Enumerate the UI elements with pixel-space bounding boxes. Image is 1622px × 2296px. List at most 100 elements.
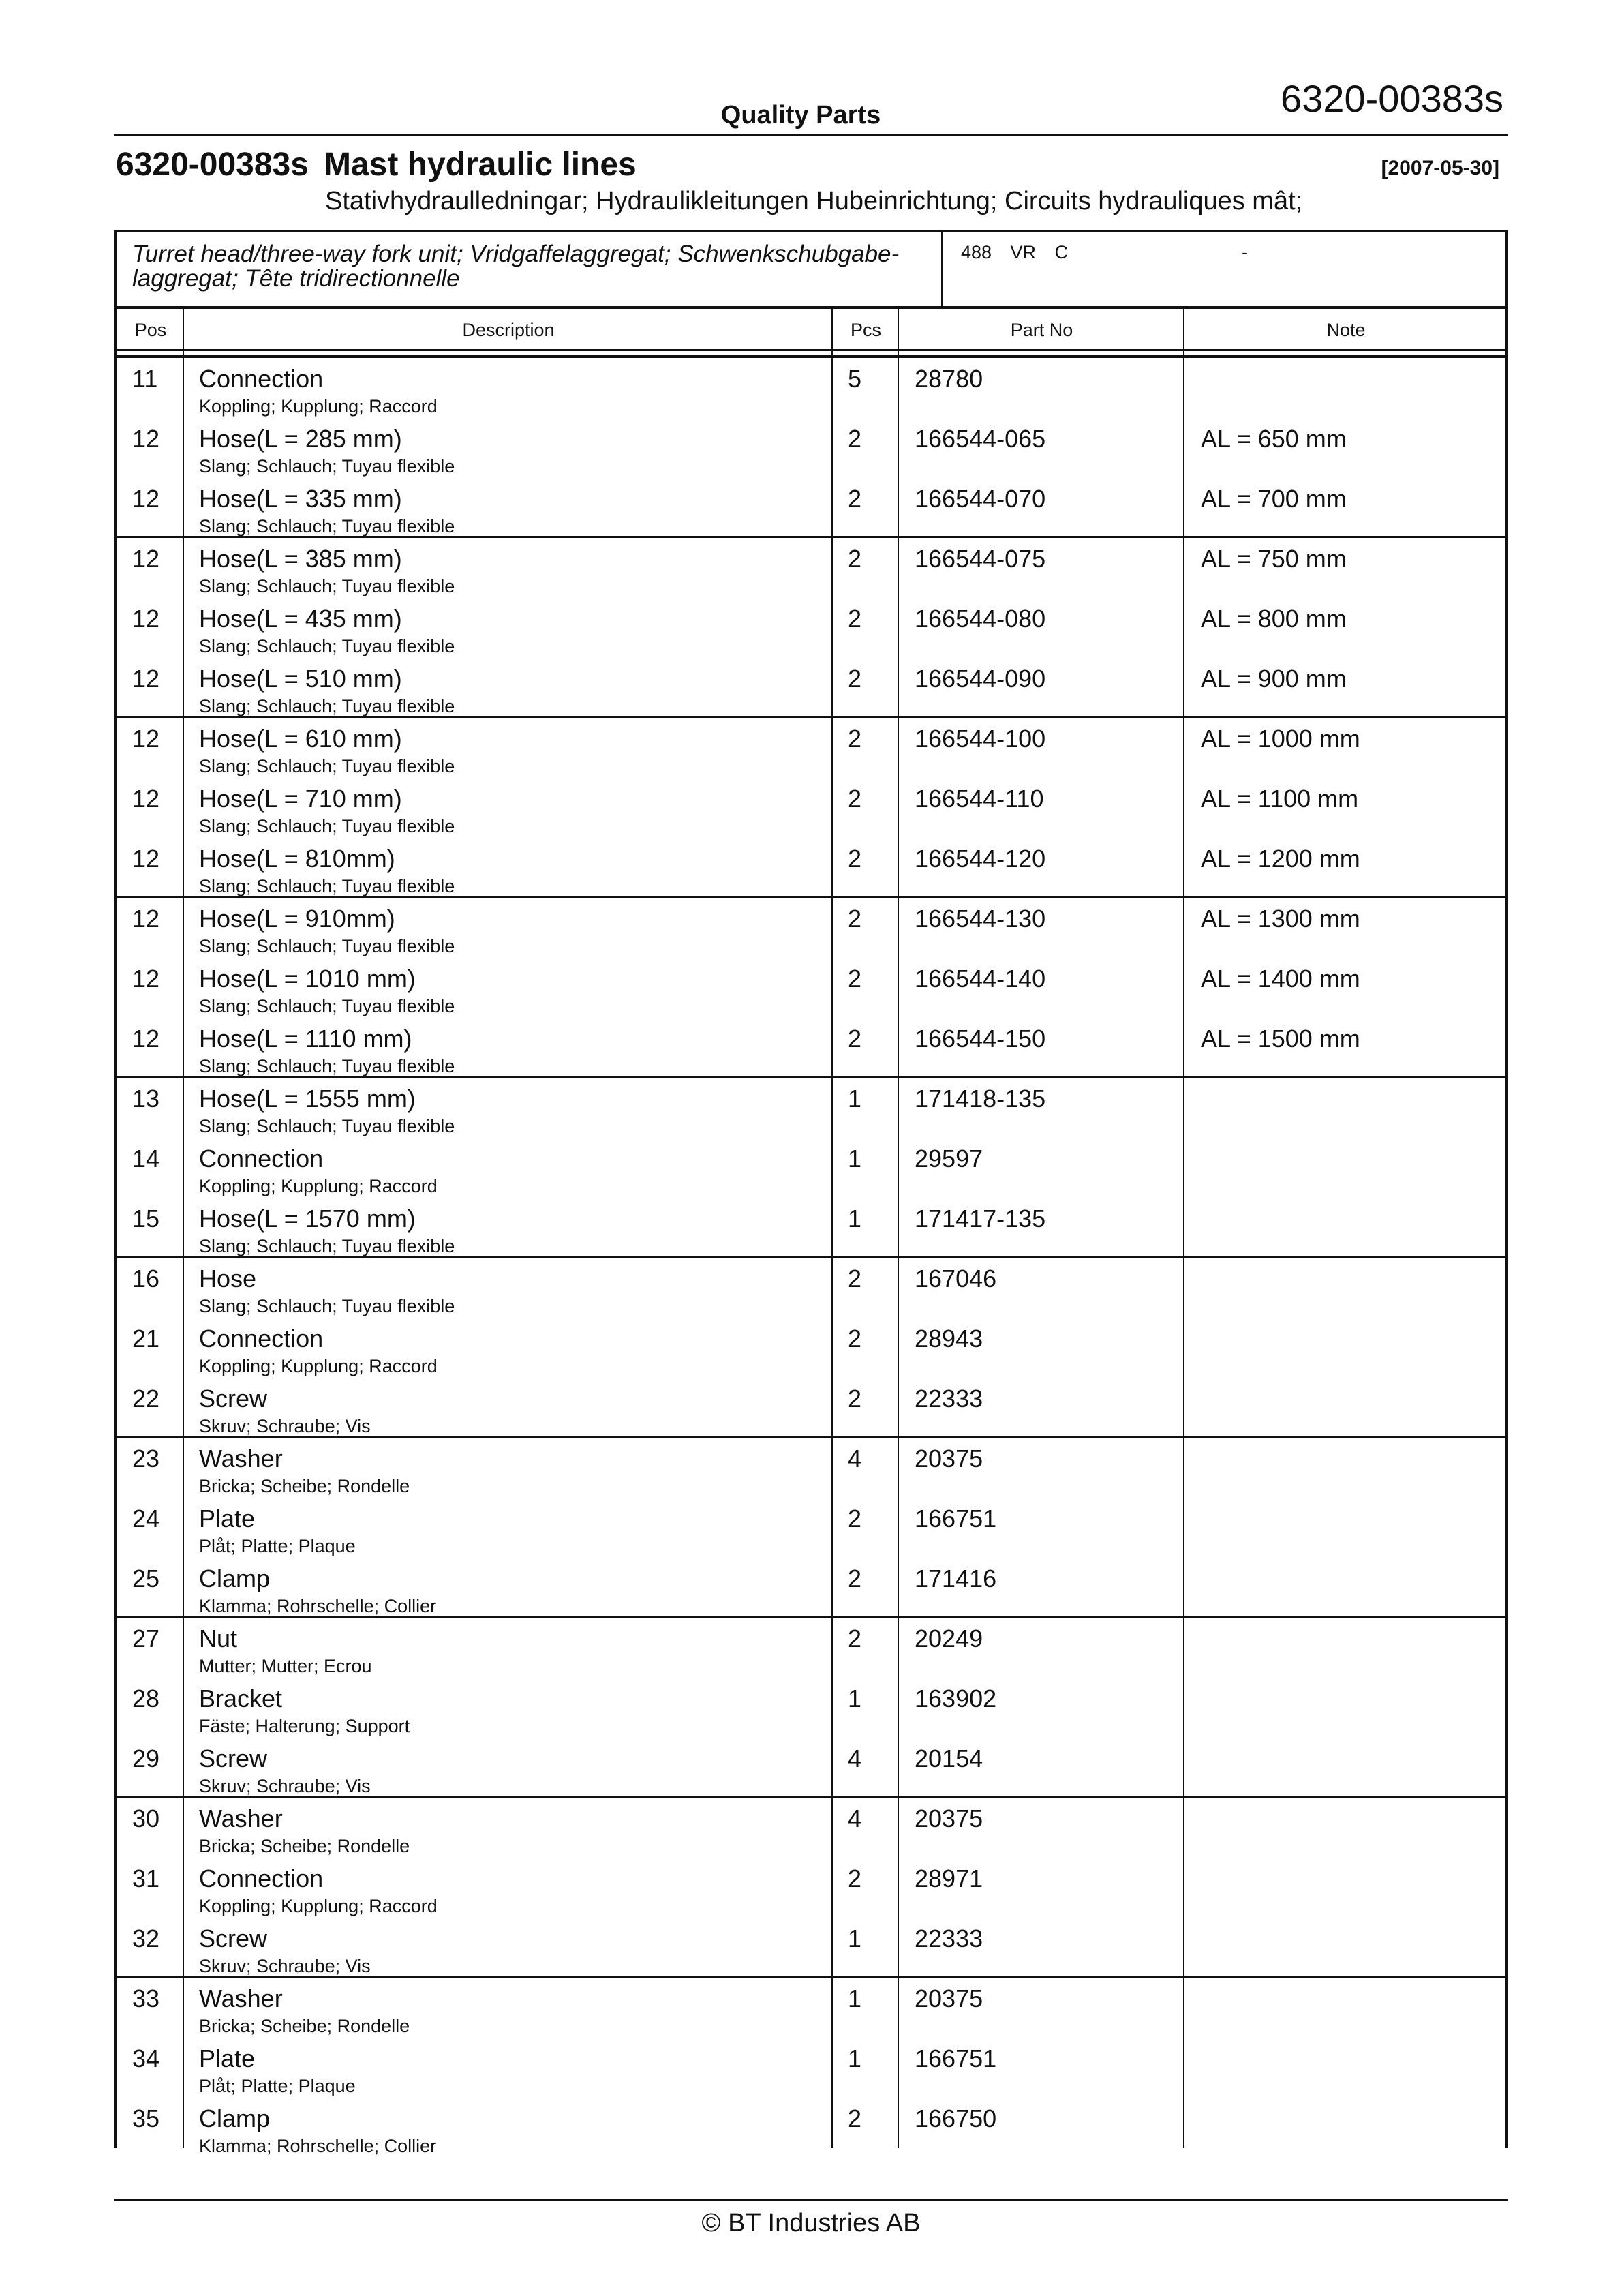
- row-note: AL = 900 mm: [1201, 665, 1347, 693]
- table-row: 24 Plate Plåt; Platte; Plaque 2 166751: [117, 1498, 1505, 1558]
- table-header: Pos Description Pcs Part No Note: [117, 309, 1505, 351]
- row-pos: 15: [132, 1205, 160, 1233]
- row-pos: 27: [132, 1625, 160, 1652]
- row-pcs: 4: [848, 1445, 862, 1472]
- row-description: Hose(L = 385 mm): [199, 545, 402, 573]
- col-pcs: Pcs: [850, 320, 881, 340]
- table-row: 12 Hose(L = 385 mm) Slang; Schlauch; Tuyau…: [117, 538, 1505, 598]
- row-part-no: 166544-120: [915, 845, 1046, 873]
- info-row: Turret head/three-way fork unit; Vridgaf…: [117, 232, 1505, 309]
- table-row: 12 Hose(L = 285 mm) Slang; Schlauch; Tuyau…: [117, 418, 1505, 478]
- row-description: Washer: [199, 1984, 283, 2012]
- row-pcs: 1: [848, 2044, 862, 2072]
- subtitle: Stativhydraulledningar; Hydraulikleitung…: [325, 187, 1303, 215]
- row-pcs: 2: [848, 665, 862, 693]
- row-pos: 12: [132, 1025, 160, 1053]
- row-part-no: 166544-130: [915, 905, 1046, 933]
- document-code: 6320-00383s: [1281, 77, 1503, 120]
- table-row: 12 Hose(L = 1110 mm) Slang; Schlauch; Tuya…: [117, 1018, 1505, 1078]
- row-part-no: 28971: [915, 1864, 983, 1892]
- row-translations: Koppling; Kupplung; Raccord: [199, 396, 438, 417]
- row-description: Screw: [199, 1744, 268, 1772]
- row-pos: 12: [132, 605, 160, 633]
- row-translations: Slang; Schlauch; Tuyau flexible: [199, 756, 455, 776]
- row-pos: 12: [132, 485, 160, 513]
- row-translations: Bricka; Scheibe; Rondelle: [199, 2016, 410, 2036]
- row-part-no: 166751: [915, 1505, 997, 1532]
- table-row: 14 Connection Koppling; Kupplung; Raccord 1…: [117, 1138, 1505, 1198]
- row-translations: Slang; Schlauch; Tuyau flexible: [199, 1296, 455, 1316]
- row-pos: 35: [132, 2104, 160, 2132]
- table-row: 33 Washer Bricka; Scheibe; Rondelle 1 20375: [117, 1978, 1505, 2038]
- table-row: 27 Nut Mutter; Mutter; Ecrou 2 20249: [117, 1618, 1505, 1678]
- row-pcs: 2: [848, 425, 862, 453]
- row-pcs: 2: [848, 1625, 862, 1652]
- row-pcs: 1: [848, 1145, 862, 1173]
- table-row: 15 Hose(L = 1570 mm) Slang; Schlauch; Tuya…: [117, 1198, 1505, 1258]
- row-part-no: 163902: [915, 1685, 997, 1712]
- row-pcs: 4: [848, 1744, 862, 1772]
- title-code: 6320-00383s: [116, 147, 309, 183]
- header-divider: [114, 134, 1508, 136]
- info-dash: -: [1242, 242, 1248, 262]
- row-pcs: 2: [848, 1505, 862, 1532]
- table-row: 31 Connection Koppling; Kupplung; Raccord 2…: [117, 1858, 1505, 1918]
- row-pos: 24: [132, 1505, 160, 1532]
- row-translations: Bricka; Scheibe; Rondelle: [199, 1476, 410, 1496]
- row-note: AL = 1500 mm: [1201, 1025, 1360, 1053]
- row-pos: 29: [132, 1744, 160, 1772]
- row-part-no: 166544-110: [915, 785, 1044, 813]
- info-code: 488 VR C: [961, 242, 1069, 262]
- row-description: Connection: [199, 1325, 324, 1353]
- table-row: 11 Connection Koppling; Kupplung; Raccord 5…: [117, 358, 1505, 418]
- column-divider: [183, 309, 184, 2148]
- row-pcs: 4: [848, 1804, 862, 1832]
- row-part-no: 29597: [915, 1145, 983, 1173]
- row-part-no: 20375: [915, 1804, 983, 1832]
- row-description: Connection: [199, 1145, 324, 1173]
- row-translations: Klamma; Rohrschelle; Collier: [199, 1596, 437, 1616]
- row-part-no: 166751: [915, 2044, 997, 2072]
- column-divider: [831, 309, 833, 2148]
- row-pcs: 2: [848, 2104, 862, 2132]
- page-header-title: Quality Parts: [720, 101, 881, 130]
- row-part-no: 171417-135: [915, 1205, 1046, 1233]
- row-translations: Mutter; Mutter; Ecrou: [199, 1656, 372, 1676]
- row-part-no: 166544-065: [915, 425, 1046, 453]
- table-row: 16 Hose Slang; Schlauch; Tuyau flexible 2 16…: [117, 1258, 1505, 1318]
- row-pos: 12: [132, 845, 160, 873]
- row-note: AL = 1200 mm: [1201, 845, 1360, 873]
- row-part-no: 167046: [915, 1265, 997, 1293]
- row-description: Hose(L = 285 mm): [199, 425, 402, 453]
- row-pos: 21: [132, 1325, 160, 1353]
- row-translations: Koppling; Kupplung; Raccord: [199, 1356, 438, 1376]
- row-translations: Slang; Schlauch; Tuyau flexible: [199, 576, 455, 596]
- row-pos: 12: [132, 425, 160, 453]
- table-row: 12 Hose(L = 810mm) Slang; Schlauch; Tuyau …: [117, 838, 1505, 898]
- row-part-no: 166544-080: [915, 605, 1046, 633]
- row-note: AL = 1300 mm: [1201, 905, 1360, 933]
- row-translations: Slang; Schlauch; Tuyau flexible: [199, 1236, 455, 1256]
- row-description: Washer: [199, 1445, 283, 1472]
- table-row: 12 Hose(L = 910mm) Slang; Schlauch; Tuyau …: [117, 898, 1505, 958]
- row-part-no: 28780: [915, 365, 983, 393]
- row-pcs: 1: [848, 1984, 862, 2012]
- row-pcs: 2: [848, 905, 862, 933]
- row-pos: 30: [132, 1804, 160, 1832]
- row-translations: Slang; Schlauch; Tuyau flexible: [199, 816, 455, 836]
- row-pos: 12: [132, 905, 160, 933]
- row-description: Hose(L = 810mm): [199, 845, 395, 873]
- footer-divider: [114, 2199, 1508, 2201]
- row-part-no: 171416: [915, 1565, 997, 1592]
- header-double-rule: [117, 355, 1505, 358]
- row-translations: Plåt; Platte; Plaque: [199, 1536, 356, 1556]
- row-translations: Slang; Schlauch; Tuyau flexible: [199, 876, 455, 896]
- row-part-no: 166544-100: [915, 725, 1046, 753]
- table-row: 12 Hose(L = 710 mm) Slang; Schlauch; Tuyau…: [117, 778, 1505, 838]
- info-divider: [941, 232, 943, 306]
- column-divider: [1183, 309, 1184, 2148]
- row-description: Hose(L = 910mm): [199, 905, 395, 933]
- row-translations: Slang; Schlauch; Tuyau flexible: [199, 1116, 455, 1136]
- row-note: AL = 1000 mm: [1201, 725, 1360, 753]
- row-description: Connection: [199, 365, 324, 393]
